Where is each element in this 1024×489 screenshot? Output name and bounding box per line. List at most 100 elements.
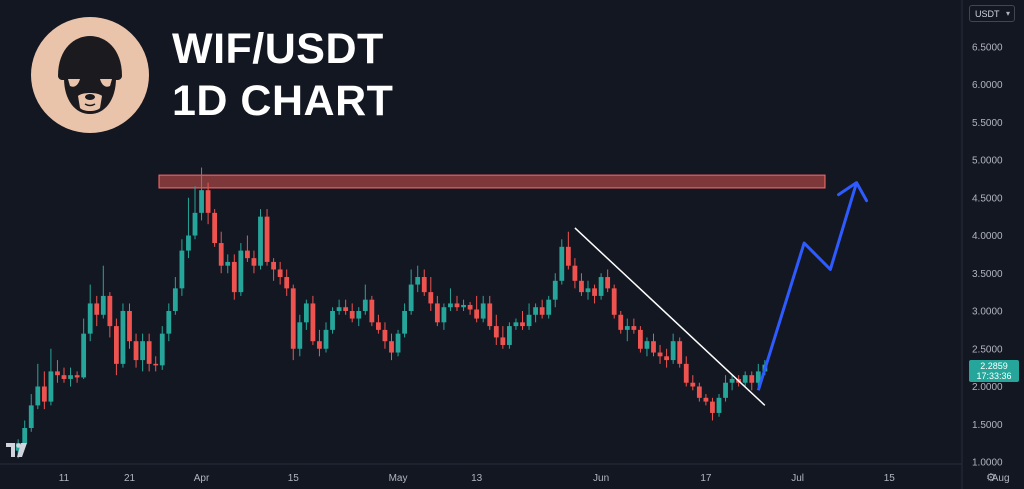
candle bbox=[212, 209, 218, 247]
candle bbox=[376, 314, 381, 334]
candle-body bbox=[94, 303, 100, 315]
candle-body bbox=[186, 235, 191, 251]
candle bbox=[336, 299, 342, 315]
candle-body bbox=[28, 405, 34, 429]
candle bbox=[284, 269, 290, 296]
tradingview-logo-icon[interactable] bbox=[6, 443, 28, 460]
candle bbox=[258, 209, 263, 270]
candle-body bbox=[592, 288, 597, 296]
time-tick-label: 21 bbox=[124, 473, 136, 484]
candle bbox=[703, 394, 709, 406]
candle bbox=[140, 333, 145, 372]
candle-body bbox=[343, 307, 349, 311]
settings-gear-icon[interactable]: ⚙ bbox=[986, 472, 996, 484]
candle bbox=[605, 269, 611, 293]
candle bbox=[552, 273, 558, 308]
candle-body bbox=[664, 356, 669, 361]
candle-body bbox=[421, 277, 427, 293]
candle bbox=[493, 314, 499, 345]
candle-body bbox=[434, 303, 440, 323]
candle bbox=[87, 284, 93, 342]
candle bbox=[723, 375, 728, 402]
candle-body bbox=[624, 326, 630, 330]
bar-countdown: 17:33:36 bbox=[976, 371, 1012, 381]
candle-body bbox=[428, 292, 434, 304]
candle bbox=[74, 371, 80, 383]
candle bbox=[159, 326, 165, 370]
resistance-zone-layer bbox=[158, 174, 826, 189]
candle-body bbox=[172, 288, 178, 311]
candle-body bbox=[533, 307, 538, 315]
candle-body bbox=[297, 322, 303, 349]
candle bbox=[755, 363, 761, 387]
candle bbox=[651, 333, 656, 357]
projection-path bbox=[756, 182, 858, 391]
candle-body bbox=[559, 246, 565, 281]
candle-body bbox=[22, 428, 28, 444]
time-axis: 11 21 Apr 15 May 13 Jun 17 Jul 15 Aug bbox=[0, 463, 1010, 484]
candle bbox=[127, 303, 132, 349]
candle-body bbox=[500, 337, 506, 345]
price-tick-label: 2.0000 bbox=[972, 382, 1003, 393]
candle-body bbox=[690, 382, 696, 387]
candle-body bbox=[526, 314, 532, 327]
time-tick-label: Jun bbox=[593, 473, 609, 484]
candle-body bbox=[100, 295, 106, 315]
price-tick-label: 1.5000 bbox=[972, 420, 1003, 431]
price-tick-label: 5.0000 bbox=[972, 156, 1003, 167]
candle bbox=[271, 258, 276, 281]
candle bbox=[526, 303, 532, 330]
candle bbox=[565, 231, 571, 270]
candle bbox=[349, 303, 355, 323]
candle bbox=[716, 394, 722, 417]
candle-body bbox=[133, 341, 139, 361]
candle bbox=[28, 394, 34, 432]
candle-body bbox=[749, 375, 755, 383]
time-tick-label: May bbox=[389, 473, 408, 484]
candle bbox=[539, 299, 545, 319]
candle bbox=[467, 301, 473, 315]
candle bbox=[231, 254, 237, 300]
candle-body bbox=[140, 341, 145, 361]
candle bbox=[579, 273, 584, 296]
candle-body bbox=[323, 329, 329, 349]
candle-body bbox=[579, 280, 584, 293]
candle bbox=[146, 333, 152, 372]
quote-currency-selector[interactable]: USDT ▾ bbox=[969, 5, 1015, 22]
candle-body bbox=[389, 341, 394, 353]
candle-body bbox=[146, 341, 152, 364]
candle bbox=[513, 318, 519, 330]
candle bbox=[670, 333, 676, 364]
candle-body bbox=[238, 250, 244, 293]
candle bbox=[500, 326, 506, 349]
candle-body bbox=[507, 326, 512, 345]
candle bbox=[742, 371, 748, 387]
candle bbox=[107, 292, 113, 338]
candle bbox=[638, 326, 643, 353]
time-tick-label: Aug bbox=[992, 473, 1010, 484]
candle-body bbox=[755, 371, 761, 383]
candle bbox=[598, 273, 604, 300]
candle bbox=[408, 269, 414, 315]
candle bbox=[310, 295, 316, 345]
candle bbox=[592, 284, 597, 304]
price-tick-label: 2.5000 bbox=[972, 344, 1003, 355]
candle bbox=[389, 333, 394, 361]
candle-body bbox=[638, 329, 643, 349]
candle bbox=[749, 371, 755, 391]
candle bbox=[356, 307, 362, 327]
candle bbox=[454, 295, 460, 311]
candle bbox=[48, 348, 54, 406]
candle bbox=[94, 295, 100, 327]
downtrend-line bbox=[574, 227, 766, 406]
candle-body bbox=[651, 341, 656, 353]
candle bbox=[205, 182, 211, 225]
price-tick-label: 3.5000 bbox=[972, 269, 1003, 280]
chevron-down-icon: ▾ bbox=[1005, 9, 1010, 18]
candle bbox=[507, 322, 512, 349]
candle bbox=[264, 209, 270, 266]
candle-body bbox=[605, 277, 611, 289]
candle-body bbox=[277, 269, 283, 278]
candle-body bbox=[710, 401, 715, 413]
